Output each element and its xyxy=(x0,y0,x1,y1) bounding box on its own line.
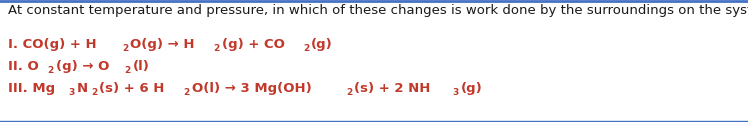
Text: 2: 2 xyxy=(91,88,97,97)
Text: O(l) → 3 Mg(OH): O(l) → 3 Mg(OH) xyxy=(191,82,311,95)
Text: 2: 2 xyxy=(214,45,220,53)
Text: 2: 2 xyxy=(125,66,131,76)
Text: 2: 2 xyxy=(303,45,309,53)
Text: N: N xyxy=(77,82,88,95)
Text: (s) + 2 NH: (s) + 2 NH xyxy=(355,82,431,95)
Text: (g) + CO: (g) + CO xyxy=(221,38,284,51)
Text: (s) + 6 H: (s) + 6 H xyxy=(99,82,165,95)
Text: (g): (g) xyxy=(311,38,333,51)
Text: II. O: II. O xyxy=(8,60,39,73)
Text: (g) → O: (g) → O xyxy=(56,60,109,73)
Text: 3: 3 xyxy=(69,88,75,97)
Text: 2: 2 xyxy=(48,66,54,76)
Text: 2: 2 xyxy=(123,45,129,53)
Text: (g): (g) xyxy=(461,82,482,95)
Text: (l): (l) xyxy=(132,60,150,73)
Text: 3: 3 xyxy=(453,88,459,97)
Text: I. CO(g) + H: I. CO(g) + H xyxy=(8,38,96,51)
Text: III. Mg: III. Mg xyxy=(8,82,55,95)
Text: 2: 2 xyxy=(346,88,352,97)
Text: O(g) → H: O(g) → H xyxy=(130,38,195,51)
Text: At constant temperature and pressure, in which of these changes is work done by : At constant temperature and pressure, in… xyxy=(8,4,748,17)
Text: 2: 2 xyxy=(184,88,190,97)
